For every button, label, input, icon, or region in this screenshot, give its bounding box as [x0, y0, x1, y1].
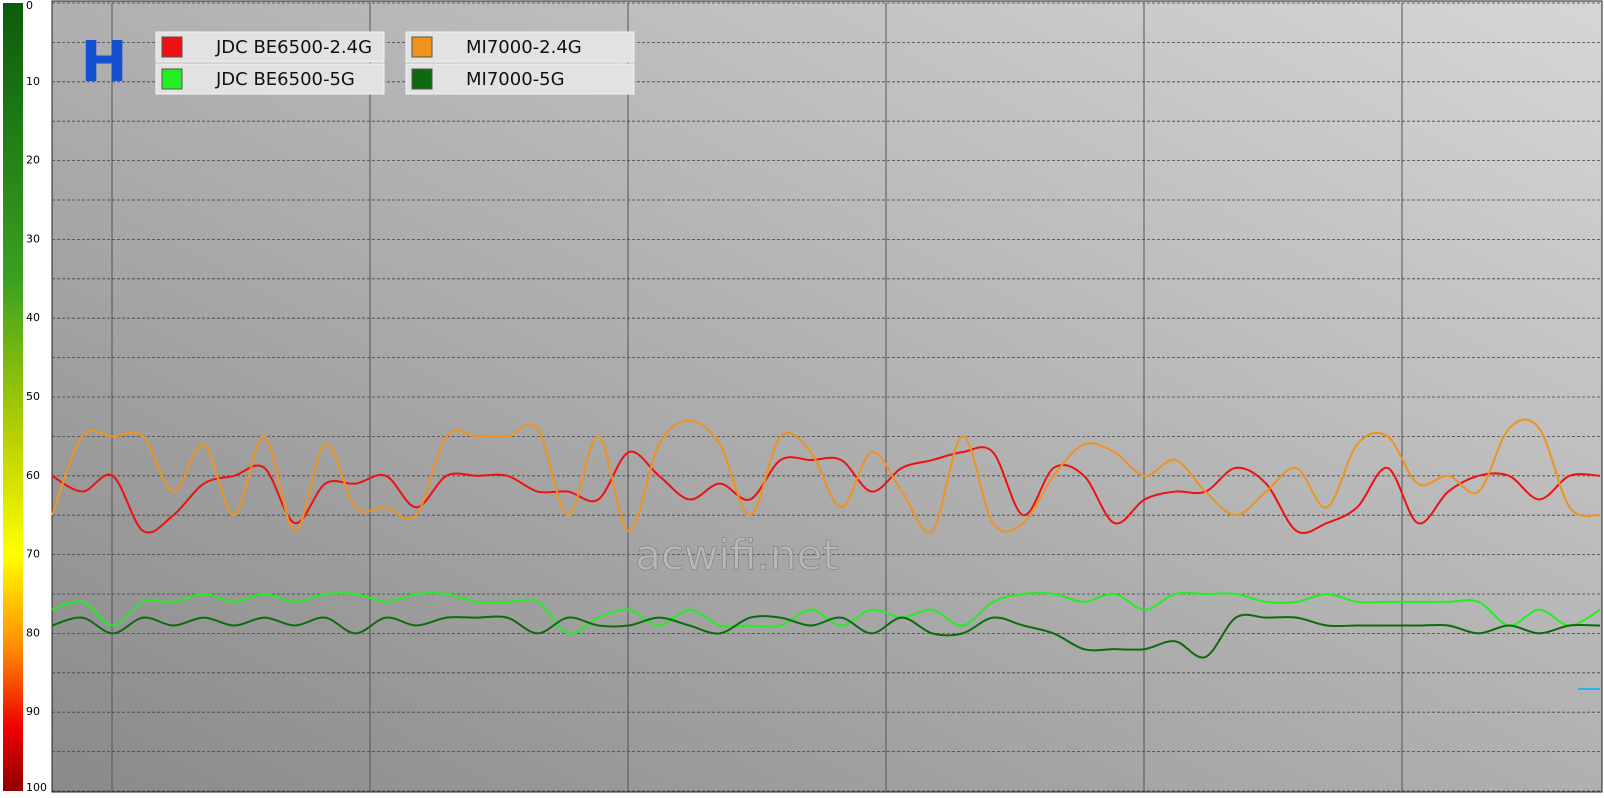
color-scale: [3, 3, 23, 791]
legend-swatch: [411, 68, 433, 90]
y-tick-label: 60: [26, 469, 40, 482]
plot-area: [51, 0, 1603, 793]
legend-label: MI7000-5G: [466, 69, 565, 90]
series-line: [51, 446, 1601, 535]
watermark: acwifi.net: [635, 531, 839, 580]
legend-swatch: [161, 68, 183, 90]
y-tick-label: 100: [26, 781, 47, 794]
y-tick-label: 90: [26, 705, 40, 718]
y-tick-label: 50: [26, 390, 40, 403]
legend-box: [155, 63, 385, 95]
legend-swatch: [161, 36, 183, 58]
chart-title: H: [81, 30, 128, 95]
legend-swatch: [411, 36, 433, 58]
y-tick-label: 10: [26, 75, 40, 88]
y-tick-label: 40: [26, 311, 40, 324]
legend-label: JDC BE6500-5G: [215, 69, 355, 90]
y-tick-label: 0: [26, 0, 33, 12]
y-tick-label: 80: [26, 626, 40, 639]
legend-box: [155, 31, 385, 63]
legend-box: [405, 63, 635, 95]
series-line: [51, 613, 1601, 659]
legend-label: JDC BE6500-2.4G: [215, 37, 372, 58]
legend-box: [405, 31, 635, 63]
y-tick-label: 70: [26, 548, 40, 561]
series-line: [51, 591, 1601, 635]
y-tick-label: 30: [26, 232, 40, 245]
series-line: [51, 418, 1601, 534]
legend-label: MI7000-2.4G: [466, 37, 582, 58]
y-tick-label: 20: [26, 154, 40, 167]
